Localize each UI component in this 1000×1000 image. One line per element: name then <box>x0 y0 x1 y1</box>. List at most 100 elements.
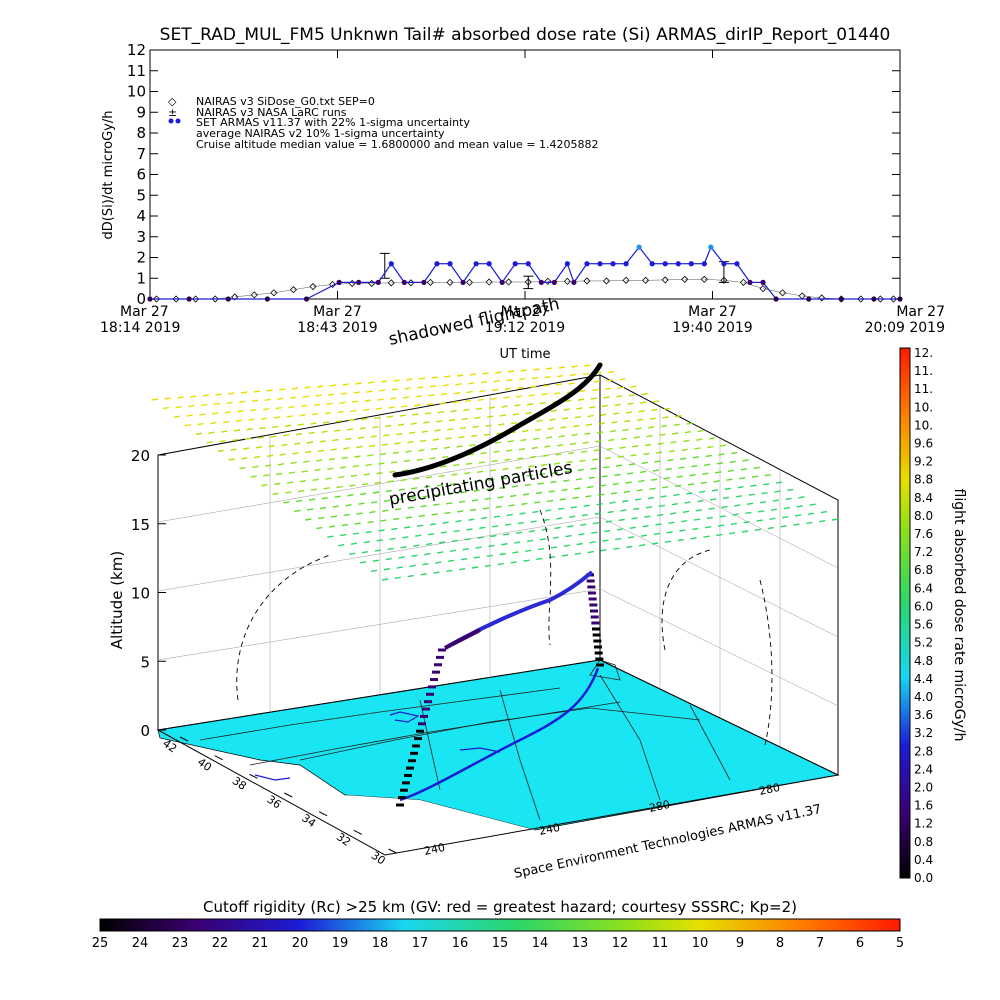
particle-dash <box>411 554 418 557</box>
particle-dash <box>528 530 535 533</box>
particle-dash <box>379 389 386 392</box>
particle-dash <box>487 415 494 418</box>
particle-dash <box>819 520 826 523</box>
particle-dash <box>429 385 437 388</box>
particle-dash <box>522 493 530 496</box>
armas-point <box>584 261 590 267</box>
particle-dash <box>451 473 458 476</box>
colorbar-tick-label: 2.4 <box>914 762 933 776</box>
colorbar-vertical-title: flight absorbed dose rate microGy/h <box>951 489 967 742</box>
particle-dash <box>616 464 623 467</box>
particle-dash <box>272 425 279 429</box>
particle-dash <box>250 475 257 478</box>
particle-dash <box>490 534 497 538</box>
particle-dash <box>558 435 565 438</box>
particle-dash <box>609 501 616 504</box>
particle-dash <box>536 557 543 561</box>
particle-dash <box>593 449 600 452</box>
z-tick-label: 15 <box>131 516 150 534</box>
particle-dash <box>613 412 620 415</box>
particle-dash <box>445 437 452 440</box>
particle-dash <box>469 508 477 512</box>
particle-dash <box>707 445 714 449</box>
particle-dash <box>246 428 253 431</box>
particle-dash <box>535 491 543 495</box>
particle-dash <box>529 455 537 459</box>
y-tick-label: 12 <box>127 41 146 59</box>
cutoff-tick-label: 10 <box>692 936 709 951</box>
lon-tick-label: 280 <box>648 798 671 815</box>
particle-dash <box>425 412 432 415</box>
particle-dash <box>433 503 440 506</box>
particle-dash <box>686 492 693 495</box>
particle-dash <box>681 520 688 523</box>
nairas-segment <box>234 294 255 298</box>
particle-dash <box>783 506 791 510</box>
particle-dash <box>763 482 770 486</box>
particle-dash <box>469 373 476 376</box>
particle-dash <box>480 381 488 384</box>
particle-dash <box>348 418 355 422</box>
particle-dash <box>521 502 528 506</box>
y-tick-label: 4 <box>136 207 146 225</box>
particle-dash <box>468 518 475 521</box>
x-axis-label: UT time <box>500 347 551 362</box>
particle-dash <box>201 403 208 407</box>
particle-dash <box>547 427 554 430</box>
particle-dash <box>437 551 444 554</box>
particle-dash <box>569 515 576 518</box>
particle-dash <box>330 448 337 451</box>
armas-point <box>760 279 766 285</box>
particle-dash <box>264 398 271 401</box>
particle-dash <box>780 525 787 528</box>
particle-dash <box>694 447 701 450</box>
particle-dash <box>541 528 548 531</box>
nairas-segment <box>313 284 333 287</box>
particle-dash <box>574 416 581 419</box>
particle-dash <box>372 559 380 562</box>
particle-dash <box>323 487 330 490</box>
particle-dash <box>332 438 339 442</box>
armas-segment <box>736 263 751 283</box>
particle-dash <box>717 524 725 527</box>
particle-dash <box>753 466 760 470</box>
colorbar-tick-label: 11. <box>914 382 933 396</box>
colorbar-tick-label: 3.6 <box>914 708 933 722</box>
particle-dash <box>502 467 509 471</box>
particle-dash <box>354 455 361 458</box>
particle-dash <box>539 401 546 405</box>
particle-dash <box>697 429 704 433</box>
particle-dash <box>655 523 662 526</box>
cutoff-tick-label: 17 <box>412 936 429 951</box>
particle-dash <box>410 422 417 425</box>
particle-dash <box>649 417 656 420</box>
particle-dash <box>512 413 519 416</box>
particle-dash <box>345 503 352 507</box>
particle-dash <box>510 494 517 498</box>
particle-dash <box>444 375 451 378</box>
particle-dash <box>493 450 500 454</box>
particle-dash <box>253 390 260 393</box>
particle-dash <box>568 451 575 455</box>
particle-dash <box>429 457 436 460</box>
particle-dash <box>741 530 749 533</box>
particle-dash <box>543 518 550 522</box>
particle-dash <box>484 564 491 567</box>
particle-dash <box>519 512 526 515</box>
particle-dash <box>580 523 587 526</box>
particle-dash <box>611 421 618 424</box>
particle-dash <box>563 544 570 547</box>
lat-tick-label: 40 <box>195 755 214 774</box>
particle-dash <box>463 408 470 412</box>
particle-dash <box>433 571 440 574</box>
particle-dash <box>390 397 397 400</box>
colorbar-tick-label: 10. <box>914 418 933 432</box>
particle-dash <box>663 476 671 480</box>
particle-dash <box>524 483 531 487</box>
armas-segment <box>553 263 568 283</box>
particle-dash <box>625 481 632 484</box>
x-tick-label-bottom: 19:40 2019 <box>672 320 752 336</box>
y-tick-label: 1 <box>136 269 146 287</box>
particle-dash <box>379 452 387 456</box>
particle-dash <box>308 431 315 435</box>
